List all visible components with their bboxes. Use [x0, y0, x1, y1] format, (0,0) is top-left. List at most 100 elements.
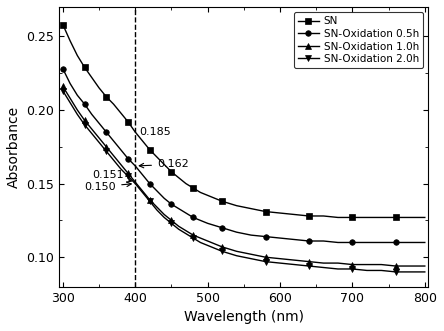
SN: [364, 215, 369, 219]
SN-Oxidation 2.0h: [103, 149, 109, 153]
SN-Oxidation 2.0h: [60, 89, 66, 93]
Line: SN-Oxidation 0.5h: SN-Oxidation 0.5h: [60, 66, 428, 245]
SN-Oxidation 1.0h: [205, 239, 210, 243]
SN-Oxidation 2.0h: [292, 262, 297, 266]
SN-Oxidation 1.0h: [198, 236, 203, 240]
SN-Oxidation 0.5h: [133, 164, 138, 168]
SN: [125, 120, 131, 124]
SN: [103, 95, 109, 99]
SN: [96, 86, 102, 90]
SN-Oxidation 2.0h: [234, 254, 239, 258]
SN-Oxidation 1.0h: [162, 213, 167, 216]
SN-Oxidation 2.0h: [190, 236, 196, 240]
SN-Oxidation 1.0h: [125, 171, 131, 175]
SN-Oxidation 1.0h: [82, 118, 87, 122]
SN: [190, 186, 196, 190]
SN: [162, 163, 167, 166]
SN-Oxidation 0.5h: [248, 233, 254, 237]
SN-Oxidation 1.0h: [155, 205, 160, 209]
SN: [198, 190, 203, 194]
SN-Oxidation 1.0h: [118, 163, 123, 166]
SN: [183, 182, 189, 186]
SN-Oxidation 2.0h: [162, 215, 167, 219]
SN-Oxidation 0.5h: [169, 202, 174, 206]
SN-Oxidation 1.0h: [140, 189, 145, 193]
SN: [292, 213, 297, 216]
SN-Oxidation 2.0h: [198, 241, 203, 245]
SN-Oxidation 2.0h: [125, 174, 131, 178]
SN: [350, 215, 355, 219]
SN-Oxidation 2.0h: [82, 123, 87, 127]
Text: 0.162: 0.162: [139, 160, 189, 169]
SN-Oxidation 1.0h: [133, 180, 138, 184]
SN-Oxidation 0.5h: [408, 241, 413, 245]
SN-Oxidation 0.5h: [190, 215, 196, 219]
SN-Oxidation 0.5h: [335, 241, 341, 245]
SN-Oxidation 0.5h: [306, 239, 312, 243]
SN-Oxidation 1.0h: [248, 252, 254, 256]
SN-Oxidation 0.5h: [321, 239, 326, 243]
SN-Oxidation 0.5h: [140, 173, 145, 177]
SN-Oxidation 0.5h: [176, 207, 181, 211]
SN-Oxidation 2.0h: [335, 267, 341, 271]
SN-Oxidation 1.0h: [422, 264, 428, 268]
SN-Oxidation 1.0h: [335, 261, 341, 265]
SN-Oxidation 0.5h: [350, 241, 355, 245]
Text: 0.150: 0.150: [84, 181, 131, 192]
SN-Oxidation 1.0h: [75, 108, 80, 112]
SN-Oxidation 2.0h: [111, 158, 116, 162]
SN-Oxidation 0.5h: [162, 196, 167, 200]
SN-Oxidation 1.0h: [278, 257, 283, 260]
SN: [89, 75, 95, 79]
SN-Oxidation 1.0h: [111, 154, 116, 158]
SN-Oxidation 2.0h: [422, 270, 428, 274]
SN-Oxidation 2.0h: [147, 199, 152, 203]
SN-Oxidation 2.0h: [67, 101, 73, 105]
Line: SN: SN: [60, 22, 428, 220]
SN-Oxidation 2.0h: [321, 265, 326, 269]
SN-Oxidation 1.0h: [364, 262, 369, 266]
SN-Oxidation 2.0h: [248, 257, 254, 260]
SN-Oxidation 0.5h: [60, 67, 66, 71]
SN: [306, 214, 312, 218]
SN: [147, 148, 152, 152]
SN-Oxidation 0.5h: [82, 102, 87, 106]
SN-Oxidation 2.0h: [306, 264, 312, 268]
SN-Oxidation 0.5h: [379, 241, 384, 245]
SN: [234, 204, 239, 208]
SN-Oxidation 1.0h: [103, 145, 109, 149]
SN-Oxidation 2.0h: [393, 270, 399, 274]
SN: [219, 199, 225, 203]
SN-Oxidation 1.0h: [89, 127, 95, 131]
SN-Oxidation 1.0h: [183, 229, 189, 233]
SN-Oxidation 1.0h: [234, 249, 239, 253]
SN-Oxidation 2.0h: [278, 261, 283, 265]
SN-Oxidation 1.0h: [292, 258, 297, 262]
SN-Oxidation 2.0h: [89, 131, 95, 135]
SN: [118, 111, 123, 115]
SN-Oxidation 0.5h: [111, 139, 116, 143]
SN-Oxidation 1.0h: [306, 260, 312, 263]
SN-Oxidation 1.0h: [176, 224, 181, 228]
SN-Oxidation 0.5h: [96, 121, 102, 125]
SN-Oxidation 1.0h: [169, 218, 174, 222]
SN-Oxidation 2.0h: [133, 182, 138, 186]
Line: SN-Oxidation 2.0h: SN-Oxidation 2.0h: [60, 88, 428, 275]
SN-Oxidation 1.0h: [350, 262, 355, 266]
Y-axis label: Absorbance: Absorbance: [7, 106, 21, 188]
SN-Oxidation 0.5h: [198, 218, 203, 222]
SN-Oxidation 2.0h: [155, 208, 160, 212]
SN: [111, 102, 116, 106]
SN-Oxidation 1.0h: [263, 255, 268, 259]
SN-Oxidation 2.0h: [118, 167, 123, 171]
SN-Oxidation 1.0h: [67, 96, 73, 100]
SN-Oxidation 1.0h: [393, 264, 399, 268]
SN-Oxidation 0.5h: [205, 221, 210, 225]
Legend: SN, SN-Oxidation 0.5h, SN-Oxidation 1.0h, SN-Oxidation 2.0h: SN, SN-Oxidation 0.5h, SN-Oxidation 1.0h…: [293, 12, 423, 68]
SN: [263, 210, 268, 213]
SN: [379, 215, 384, 219]
SN: [321, 214, 326, 218]
SN: [335, 215, 341, 219]
SN-Oxidation 0.5h: [422, 241, 428, 245]
SN-Oxidation 2.0h: [140, 190, 145, 194]
